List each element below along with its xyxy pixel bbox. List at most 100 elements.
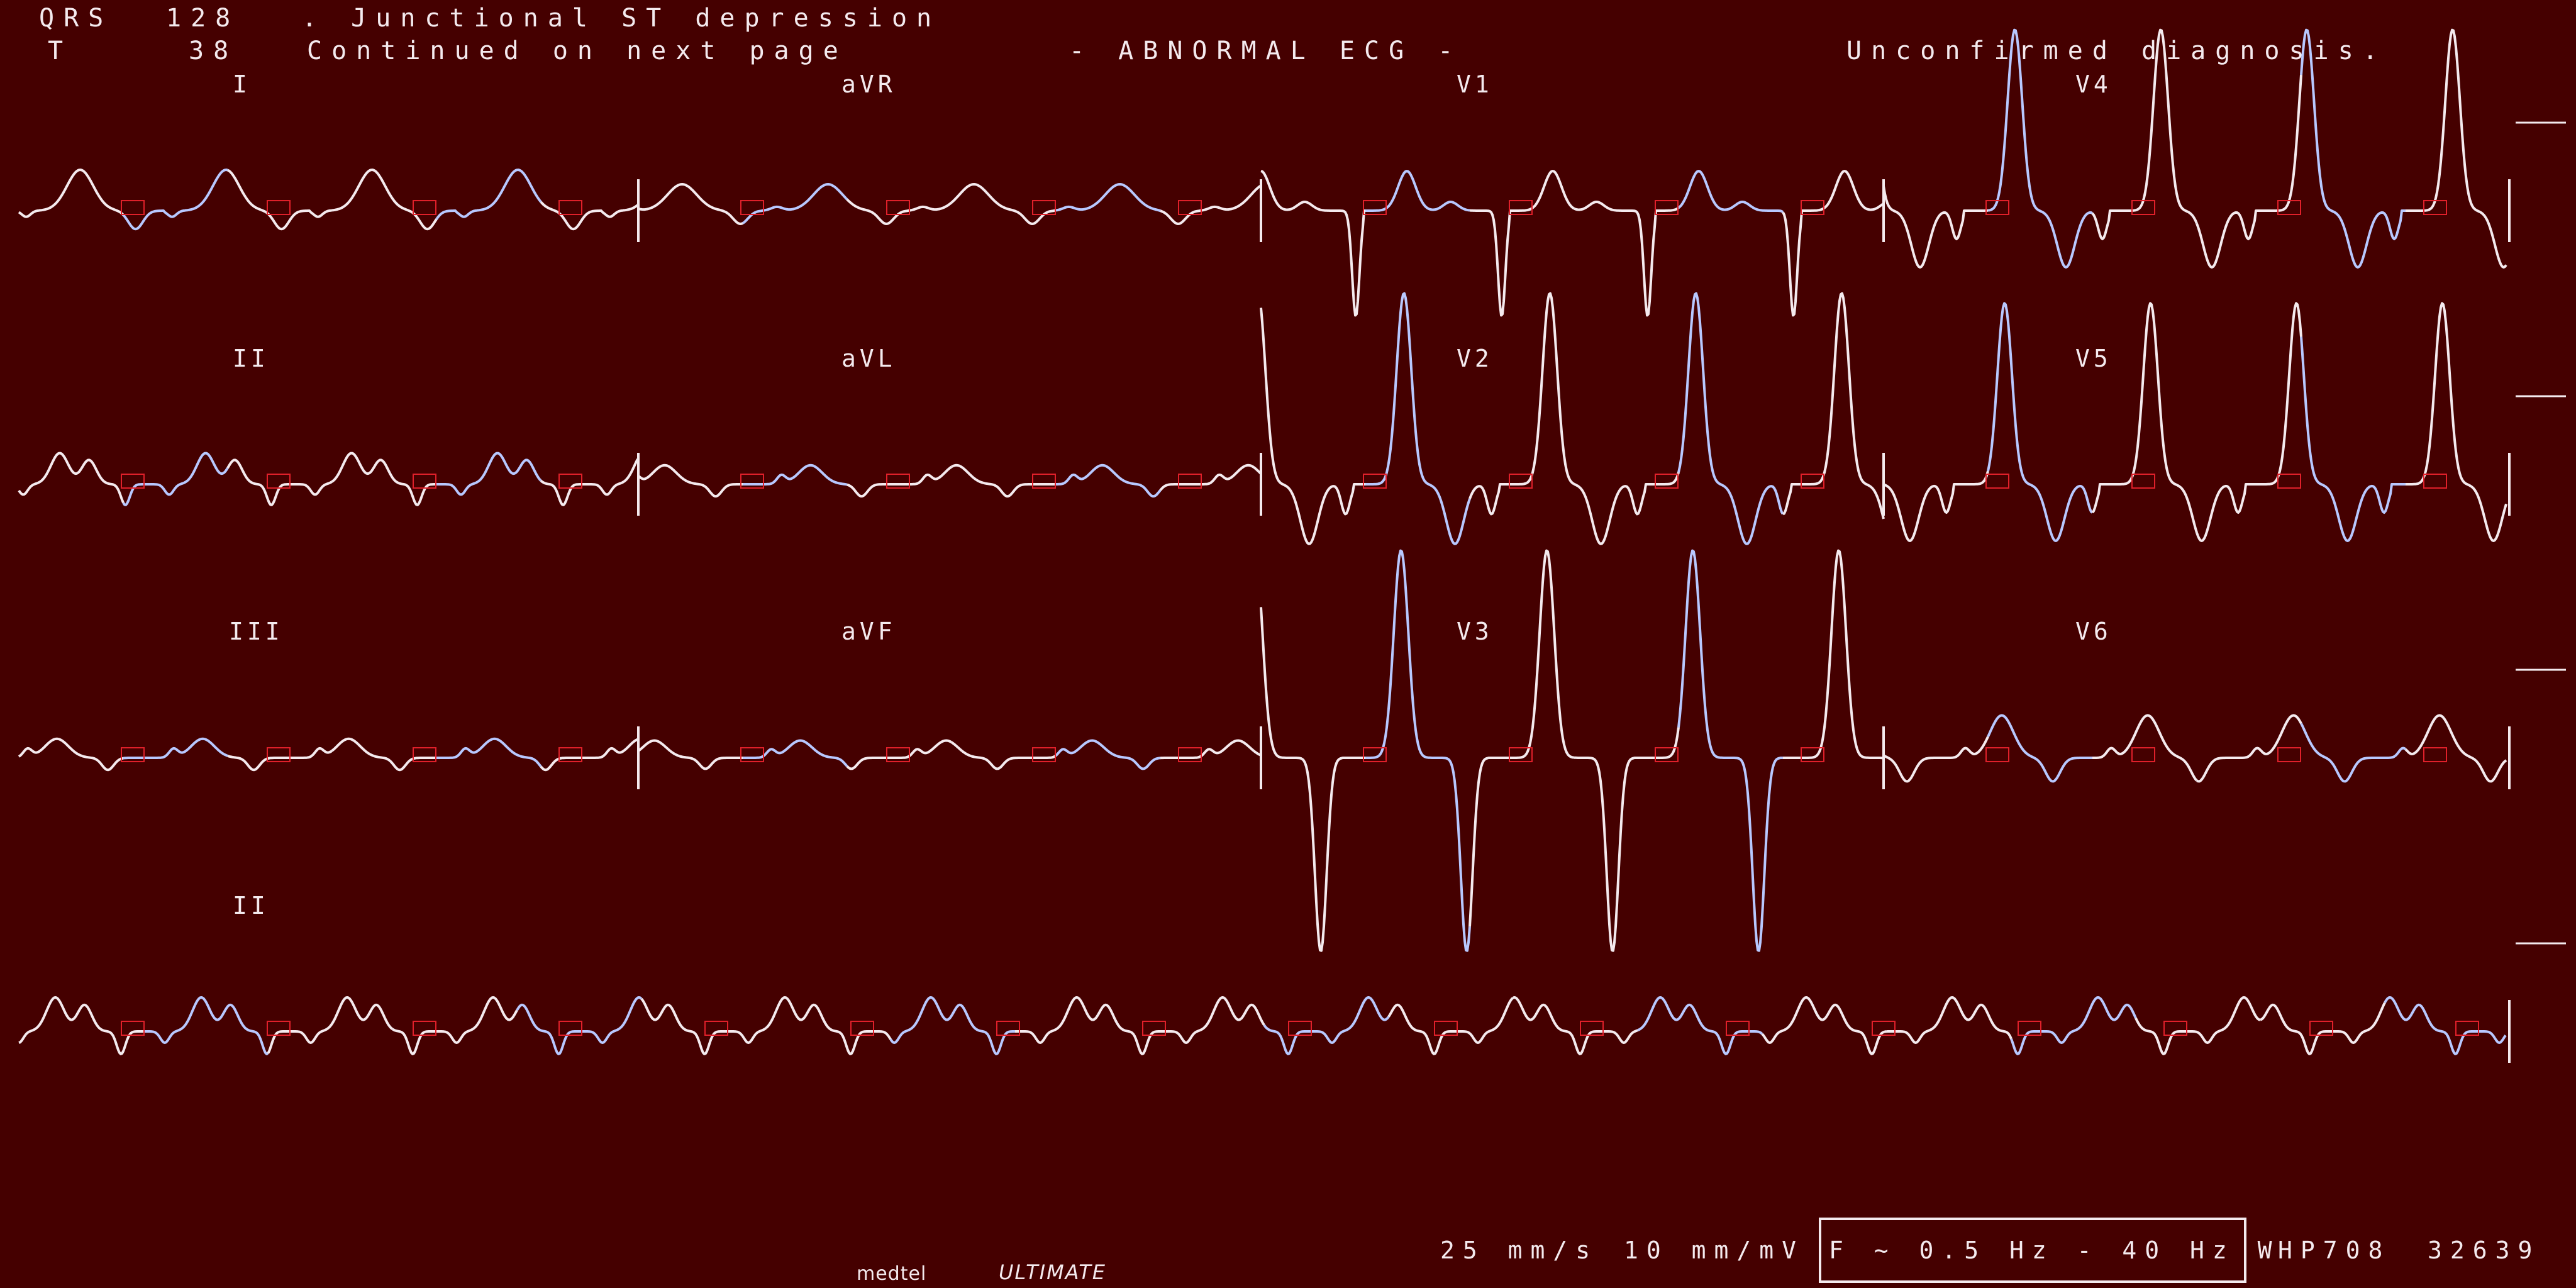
ecg-trace-segment bbox=[2300, 336, 2406, 542]
gain-setting: 10 mm/mV bbox=[1624, 1236, 1805, 1264]
ecg-trace-segment bbox=[846, 198, 953, 225]
ecg-trace-segment bbox=[1783, 549, 1884, 760]
beat-marker bbox=[2018, 1021, 2041, 1036]
ecg-trace-segment bbox=[1882, 186, 1989, 269]
beat-marker bbox=[1801, 200, 1824, 215]
beat-marker bbox=[558, 474, 582, 489]
ecg-trace-segment bbox=[1637, 996, 1763, 1055]
beat-marker bbox=[2309, 1021, 2333, 1036]
beat-marker bbox=[1801, 474, 1824, 489]
beat-marker bbox=[886, 200, 910, 215]
ecg-trace-segment bbox=[2010, 996, 2137, 1055]
beat-markers bbox=[121, 200, 2479, 1036]
beat-marker bbox=[1032, 747, 1056, 762]
ecg-trace-segment bbox=[2091, 28, 2198, 240]
beat-marker bbox=[850, 1021, 874, 1036]
ecg-trace-segment bbox=[18, 452, 125, 504]
beat-marker bbox=[2131, 474, 2155, 489]
lead-label-v6: V6 bbox=[2075, 618, 2112, 645]
brand-name: medtel bbox=[857, 1263, 927, 1285]
ecg-trace-segment bbox=[637, 739, 743, 770]
ecg-trace-segment bbox=[2196, 302, 2302, 542]
paper-speed: 25 mm/s bbox=[1440, 1236, 1599, 1264]
beat-marker bbox=[740, 474, 764, 489]
ecg-trace-segment bbox=[143, 996, 269, 1055]
lead-label-rhythm-ii: II bbox=[233, 892, 269, 919]
ecg-trace-segment bbox=[2091, 302, 2198, 533]
beat-marker bbox=[1509, 747, 1533, 762]
ecg-trace-segment bbox=[1987, 302, 2094, 542]
beat-marker bbox=[413, 474, 436, 489]
beat-marker bbox=[1178, 747, 1202, 762]
lead-label-avl: aVL bbox=[841, 345, 896, 372]
ecg-trace-segment bbox=[123, 737, 228, 760]
ecg-trace-segment bbox=[18, 169, 125, 218]
beat-marker bbox=[886, 474, 910, 489]
beat-marker bbox=[1509, 474, 1533, 489]
ecg-trace-segment bbox=[951, 464, 1056, 498]
beat-marker bbox=[1363, 200, 1387, 215]
ecg-trace-segment bbox=[1677, 170, 1784, 214]
ecg-trace-segment bbox=[2196, 714, 2302, 783]
ecg-trace-segment bbox=[2300, 28, 2406, 269]
beat-marker bbox=[2455, 1021, 2479, 1036]
beat-marker bbox=[740, 747, 764, 762]
lead-label-v4: V4 bbox=[2075, 70, 2112, 98]
ecg-trace-segment bbox=[2404, 714, 2507, 783]
ecg-trace-segment bbox=[435, 169, 542, 220]
ecg-traces bbox=[18, 28, 2507, 1055]
beat-marker bbox=[1178, 200, 1202, 215]
beat-marker bbox=[1726, 1021, 1750, 1036]
lead-label-v2: V2 bbox=[1457, 345, 1493, 372]
ecg-trace-segment bbox=[2406, 28, 2507, 269]
ecg-trace-segment bbox=[1260, 308, 1365, 545]
qrs-label: QRS bbox=[39, 4, 113, 33]
beat-marker bbox=[1142, 1021, 1166, 1036]
lead-label-avf: aVF bbox=[841, 618, 896, 645]
beat-marker bbox=[2423, 474, 2447, 489]
ecg-trace-segment bbox=[331, 452, 436, 506]
ecg-trace-segment bbox=[846, 739, 952, 770]
beat-marker bbox=[2423, 200, 2447, 215]
ecg-trace-segment bbox=[1056, 464, 1162, 498]
lead-label-iii: III bbox=[229, 618, 284, 645]
lead-label-v5: V5 bbox=[2075, 345, 2112, 372]
unconfirmed-diagnosis: Unconfirmed diagnosis. bbox=[1846, 36, 2387, 65]
ecg-trace-segment bbox=[741, 183, 848, 225]
ecg-trace-segment bbox=[267, 996, 394, 1055]
device-model: HP708 bbox=[2278, 1236, 2391, 1264]
ecg-trace-segment bbox=[1365, 549, 1471, 952]
ecg-trace-segment bbox=[1263, 996, 1390, 1055]
beat-marker bbox=[558, 747, 582, 762]
ecg-trace-segment bbox=[1015, 996, 1141, 1051]
ecg-trace-segment bbox=[765, 996, 892, 1055]
beat-marker bbox=[267, 200, 291, 215]
ecg-trace-segment bbox=[2092, 714, 2198, 782]
beat-marker bbox=[121, 1021, 145, 1036]
ecg-trace-segment bbox=[1160, 739, 1262, 760]
ecg-trace-segment bbox=[1468, 549, 1575, 927]
ecg-trace-segment bbox=[1886, 996, 2012, 1044]
ecg-trace-segment bbox=[391, 996, 518, 1055]
ecg-trace-segment bbox=[18, 996, 143, 1055]
beat-marker bbox=[558, 1021, 582, 1036]
beat-marker bbox=[2131, 747, 2155, 762]
beat-marker bbox=[1655, 200, 1679, 215]
ecg-trace-segment bbox=[1468, 292, 1575, 516]
ecg-trace-segment bbox=[1574, 727, 1680, 952]
ecg-trace-segment bbox=[540, 201, 639, 231]
ecg-trace-segment bbox=[2196, 74, 2302, 269]
beat-marker bbox=[1509, 200, 1533, 215]
lead-label-ii: II bbox=[233, 345, 269, 372]
ecg-trace-segment bbox=[1574, 201, 1680, 317]
beat-marker bbox=[121, 200, 145, 215]
ecg-trace-segment bbox=[1159, 464, 1262, 491]
beat-marker bbox=[413, 1021, 436, 1036]
ecg-trace-segment bbox=[1260, 607, 1365, 952]
t-label: T bbox=[48, 36, 73, 65]
ecg-trace-segment bbox=[226, 458, 333, 506]
beat-marker bbox=[2277, 747, 2301, 762]
lead-label-v1: V1 bbox=[1457, 70, 1493, 98]
beat-marker bbox=[558, 200, 582, 215]
beat-marker bbox=[267, 747, 291, 762]
